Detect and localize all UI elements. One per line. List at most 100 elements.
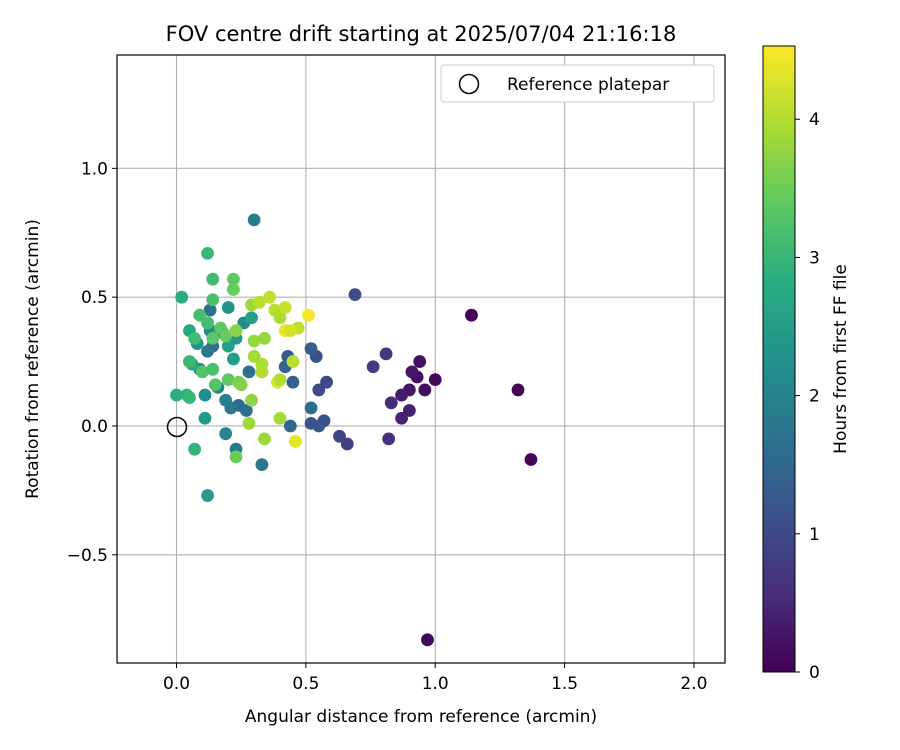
- data-point: [312, 419, 326, 433]
- data-point: [201, 344, 214, 358]
- data-point: [227, 283, 240, 296]
- data-point: [273, 411, 287, 425]
- data-point: [229, 450, 243, 464]
- legend-box: [440, 64, 715, 103]
- data-point: [465, 308, 478, 322]
- y-tick-label: 0.5: [81, 288, 108, 308]
- x-axis-ticks: 0.0 0.5 1.0 1.5 2.0: [163, 663, 707, 694]
- colorbar-tick-label: 0: [809, 663, 820, 683]
- data-point: [195, 365, 209, 379]
- y-tick-label: −0.5: [67, 546, 108, 566]
- data-point: [428, 373, 442, 387]
- data-point: [188, 331, 202, 345]
- data-point: [219, 393, 233, 407]
- data-point: [175, 290, 189, 304]
- data-point: [247, 350, 261, 363]
- data-point: [219, 329, 233, 343]
- colorbar: 0 1 2 3 4 Hours from first FF file: [762, 45, 851, 683]
- data-point: [263, 290, 277, 304]
- data-points: [170, 213, 538, 647]
- data-point: [333, 429, 346, 443]
- data-point: [170, 388, 183, 402]
- y-tick-label: 1.0: [81, 159, 108, 179]
- data-point: [273, 373, 287, 387]
- data-point: [384, 396, 398, 410]
- data-point: [193, 308, 207, 322]
- data-point: [340, 437, 354, 451]
- y-axis-ticks: −0.5 0.0 0.5 1.0: [67, 159, 117, 566]
- data-point: [188, 442, 202, 456]
- data-point: [286, 355, 300, 368]
- data-point: [304, 401, 318, 415]
- data-point: [183, 355, 196, 368]
- data-point: [198, 411, 212, 425]
- data-point: [234, 378, 248, 392]
- data-point: [247, 334, 261, 348]
- data-point: [219, 427, 233, 441]
- data-point: [379, 347, 393, 361]
- data-point: [382, 432, 396, 446]
- data-point: [198, 388, 212, 402]
- grid: [117, 55, 725, 663]
- data-point: [221, 301, 235, 314]
- x-tick-label: 0.5: [292, 674, 319, 694]
- data-point: [221, 339, 235, 353]
- y-tick-label: 0.0: [81, 417, 108, 437]
- data-point: [283, 324, 297, 338]
- data-point: [283, 419, 297, 433]
- data-point: [286, 375, 300, 389]
- data-point: [227, 272, 240, 286]
- data-point: [229, 324, 243, 338]
- data-point: [289, 435, 302, 448]
- data-point: [227, 352, 240, 366]
- data-point: [511, 383, 525, 397]
- data-point: [413, 355, 427, 368]
- data-point: [206, 362, 220, 376]
- data-point: [201, 246, 214, 260]
- data-point: [258, 432, 271, 446]
- colorbar-tick-label: 2: [809, 387, 820, 407]
- data-point: [395, 388, 408, 402]
- legend-reference-marker: [458, 73, 480, 95]
- data-point: [258, 331, 271, 345]
- x-tick-label: 1.0: [422, 674, 449, 694]
- data-point: [395, 411, 408, 425]
- data-point: [304, 342, 318, 356]
- data-point: [247, 213, 261, 227]
- data-point: [418, 383, 432, 397]
- data-point: [242, 417, 256, 430]
- data-point: [206, 272, 220, 286]
- data-point: [245, 311, 258, 325]
- data-point: [255, 458, 269, 472]
- x-tick-label: 2.0: [680, 674, 707, 694]
- data-point: [402, 404, 416, 417]
- colorbar-tick-label: 3: [809, 248, 820, 268]
- data-point: [320, 375, 333, 389]
- data-point: [201, 316, 214, 330]
- data-point: [245, 393, 258, 407]
- data-point: [421, 633, 434, 647]
- data-point: [405, 365, 419, 379]
- data-point: [242, 365, 256, 379]
- data-point: [206, 293, 220, 307]
- data-point: [366, 360, 380, 374]
- colorbar-ticks: 0 1 2 3 4: [795, 110, 820, 683]
- data-point: [302, 308, 315, 322]
- data-point: [348, 288, 362, 301]
- reference-platepar-marker: [166, 416, 188, 438]
- colorbar-gradient: [762, 45, 796, 673]
- data-point: [252, 295, 266, 309]
- data-point: [312, 383, 326, 397]
- data-point: [221, 373, 235, 387]
- data-point: [183, 391, 196, 405]
- legend-entry-reference-platepar: Reference platepar: [507, 75, 669, 95]
- colorbar-tick-label: 1: [809, 525, 820, 545]
- chart-title: FOV centre drift starting at 2025/07/04 …: [166, 22, 677, 46]
- x-axis-label: Angular distance from reference (arcmin): [245, 707, 597, 727]
- data-point: [208, 378, 222, 392]
- plot-frame: [116, 54, 726, 664]
- colorbar-label: Hours from first FF file: [831, 264, 851, 454]
- data-point: [524, 453, 538, 466]
- data-point: [273, 311, 287, 325]
